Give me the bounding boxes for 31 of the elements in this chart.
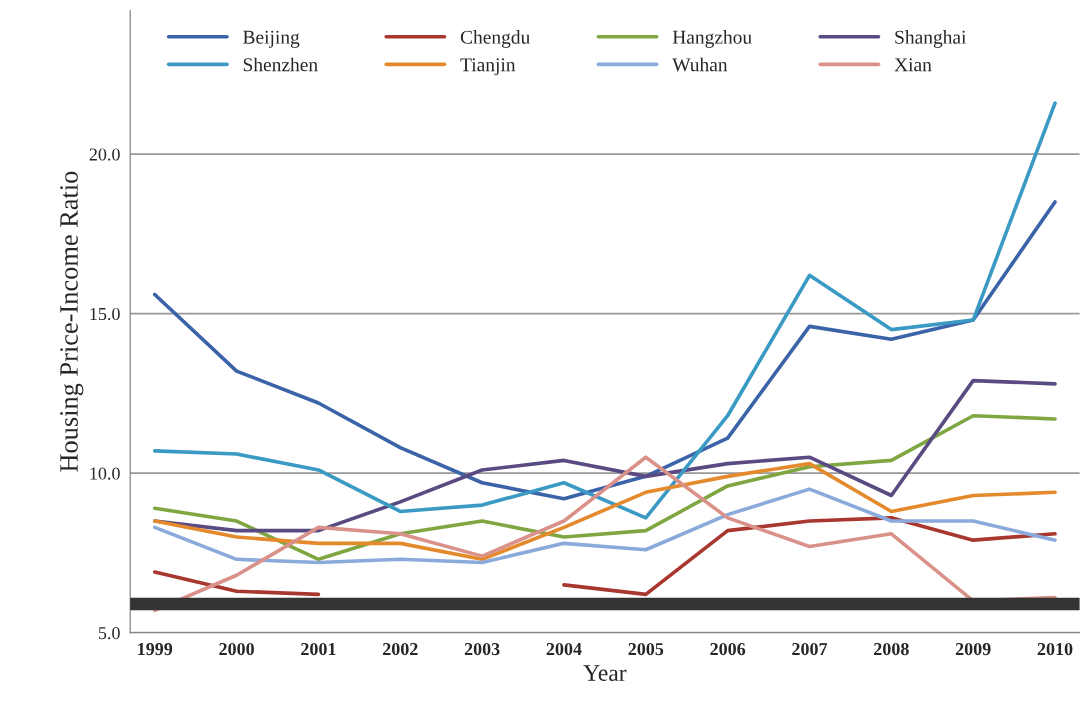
line-series	[152, 413, 1057, 562]
x-tick-label: 2007	[792, 642, 828, 656]
legend-label: Hangzhou	[672, 30, 752, 48]
x-tick-label: 2008	[874, 642, 909, 656]
line-series	[152, 101, 1057, 520]
x-tick-label: 2000	[219, 642, 254, 656]
legend-label: Shanghai	[895, 30, 967, 48]
x-tick-label: 2003	[464, 642, 500, 656]
x-axis-title: Year	[583, 665, 627, 681]
legend-label: Beijing	[243, 30, 300, 48]
x-tick-label: 2004	[546, 642, 582, 656]
y-tick-label: 10.0	[90, 467, 120, 480]
x-tick-label: 2001	[301, 642, 336, 656]
x-tick-label: 2009	[955, 642, 991, 656]
y-axis-title: Housing Price-Income Ratio	[60, 171, 84, 472]
y-tick-label: 5.0	[98, 626, 120, 640]
line-series	[152, 461, 1057, 562]
legend-label: Wuhan	[672, 57, 728, 72]
legend-label: Shenzhen	[243, 57, 318, 72]
x-tick-label: 2010	[1037, 642, 1073, 656]
y-tick-label: 15.0	[90, 307, 120, 321]
legend-label: Xian	[894, 58, 932, 72]
line-series	[152, 487, 1057, 565]
line-series	[152, 200, 1057, 501]
x-tick-label: 2005	[628, 642, 664, 656]
x-tick-label: 2002	[382, 642, 418, 656]
x-tick-label: 2006	[710, 642, 746, 656]
legend-label: Tianjin	[460, 58, 516, 76]
y-tick-label: 20.0	[89, 148, 120, 161]
legend-label: Chengdu	[460, 30, 530, 48]
x-tick-label: 1999	[138, 642, 173, 656]
